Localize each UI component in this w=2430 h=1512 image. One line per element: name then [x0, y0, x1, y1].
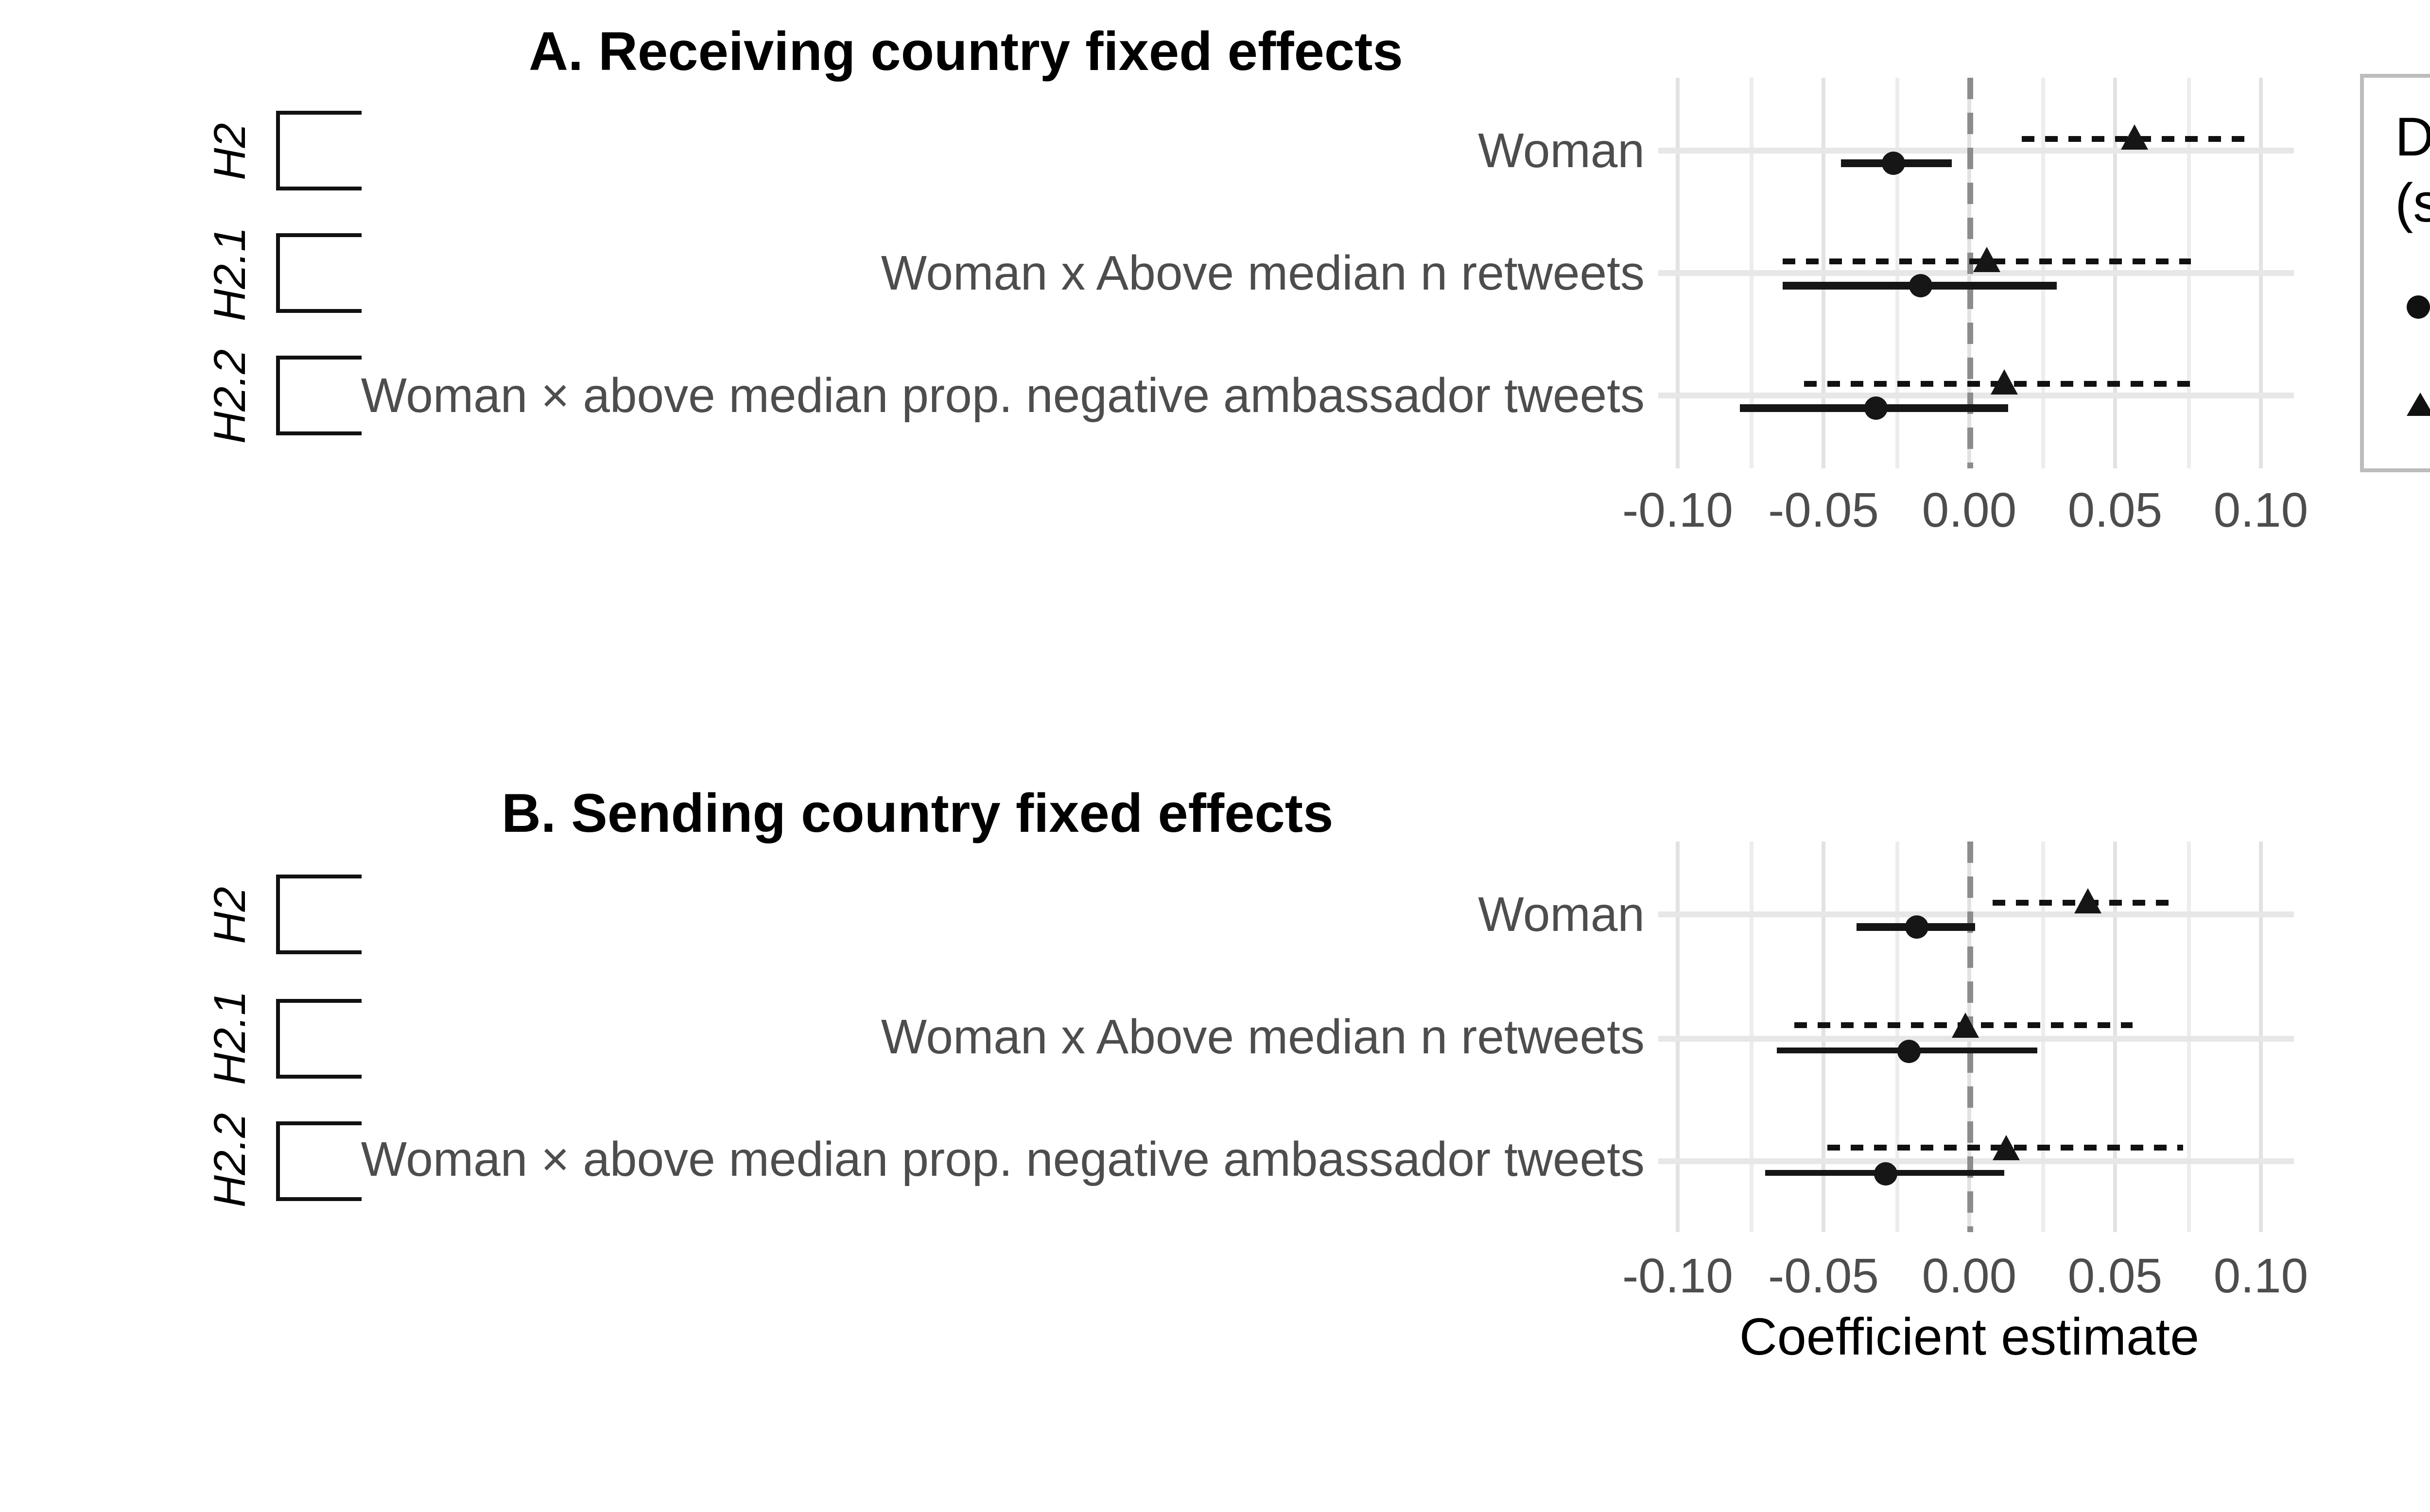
legend-title-line2: (sentiment)	[2395, 173, 2430, 233]
x-tick-label: -0.05	[1768, 484, 1879, 538]
point-triangle	[2074, 888, 2101, 913]
category-label: Woman	[1478, 887, 1645, 942]
category-label: Woman x Above median n retweets	[881, 246, 1645, 300]
point-circle	[1896, 1039, 1920, 1062]
legend-item-negative: negative	[2407, 278, 2430, 336]
point-triangle	[1990, 369, 2017, 395]
panel-b-title: B. Sending country fixed effects	[502, 783, 1334, 843]
row-gridline	[1658, 911, 2294, 917]
x-tick-label: -0.10	[1622, 1249, 1733, 1303]
zero-reference-line	[1966, 842, 1972, 1232]
x-tick-label: 0.10	[2213, 484, 2308, 538]
x-tick-label: 0.05	[2067, 1249, 2163, 1303]
row-gridline	[1658, 270, 2294, 276]
legend-title-line1: Dependent variable	[2395, 105, 2430, 171]
x-tick-label: -0.05	[1768, 1249, 1879, 1303]
x-tick-label: 0.00	[1922, 484, 2017, 538]
zero-reference-line	[1966, 78, 1972, 468]
row-gridline	[1658, 1035, 2294, 1041]
hypothesis-bracket	[276, 1120, 362, 1200]
x-axis-title: Coefficient estimate	[1739, 1308, 2200, 1366]
panel-a-title: A. Receiving country fixed effects	[529, 21, 1403, 82]
hypothesis-bracket	[276, 356, 362, 435]
x-tick-label: 0.10	[2213, 1249, 2308, 1303]
point-triangle	[1972, 247, 1999, 272]
hypothesis-label: H2.2	[204, 348, 255, 443]
point-circle	[1864, 396, 1888, 420]
point-circle	[1908, 274, 1931, 297]
point-circle	[1905, 915, 1928, 939]
x-tick-label: 0.05	[2067, 484, 2163, 538]
point-circle	[1882, 152, 1905, 175]
hypothesis-label: H2.2	[204, 1113, 255, 1208]
circle-icon	[2407, 295, 2430, 319]
row-gridline	[1658, 1157, 2294, 1163]
hypothesis-bracket	[276, 998, 362, 1078]
category-label: Woman	[1478, 123, 1645, 178]
point-triangle	[2121, 124, 2148, 150]
x-tick-label: -0.10	[1622, 484, 1733, 538]
legend-item-positive: positive	[2407, 375, 2430, 433]
category-label: Woman × above median prop. negative amba…	[361, 368, 1645, 423]
row-gridline	[1658, 393, 2294, 398]
category-label: Woman × above median prop. negative amba…	[361, 1133, 1645, 1187]
panel-b-plot-area	[1658, 842, 2294, 1232]
x-tick-label: 0.00	[1922, 1249, 2017, 1303]
legend-box: Dependent variable (sentiment) negative …	[2360, 74, 2430, 472]
hypothesis-bracket	[276, 233, 362, 313]
category-label: Woman x Above median n retweets	[881, 1011, 1645, 1065]
row-gridline	[1658, 148, 2294, 154]
panel-a-plot-area	[1658, 78, 2294, 468]
hypothesis-bracket	[276, 875, 362, 954]
hypothesis-bracket	[276, 111, 362, 190]
point-circle	[1873, 1161, 1896, 1185]
point-triangle	[1952, 1012, 1979, 1037]
point-triangle	[1993, 1134, 2020, 1159]
triangle-icon	[2407, 393, 2430, 416]
